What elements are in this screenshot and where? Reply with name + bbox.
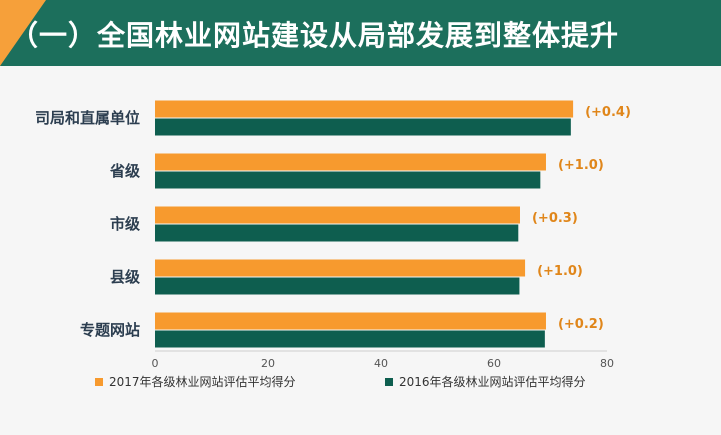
bar-chart: 司局和直属单位 (+0.4) 省级 (+1.0) 市级 (+0.3) 县级 (+1.0) 专题网…: [35, 100, 631, 389]
bar-series-b: [155, 171, 541, 189]
legend-swatch: [385, 378, 393, 386]
bar-series-b: [155, 224, 519, 242]
page-title: （一）全国林业网站建设从局部发展到整体提升: [10, 19, 620, 52]
difference-label: (+0.3): [532, 211, 578, 226]
bar-series-a: [155, 153, 546, 171]
x-tick-label: 20: [261, 357, 275, 370]
category-label: 省级: [109, 162, 141, 180]
bar-series-b: [155, 118, 571, 136]
legend-label: 2017年各级林业网站评估平均得分: [109, 374, 296, 389]
difference-label: (+1.0): [558, 158, 604, 173]
category-label: 市级: [110, 215, 141, 233]
x-tick-label: 60: [487, 357, 501, 370]
x-tick-label: 40: [374, 357, 388, 370]
category-label: 专题网站: [80, 321, 140, 339]
legend-swatch: [95, 378, 103, 386]
legend-label: 2016年各级林业网站评估平均得分: [399, 374, 586, 389]
difference-label: (+0.2): [558, 317, 604, 332]
difference-label: (+1.0): [537, 264, 583, 279]
x-tick-label: 0: [152, 357, 159, 370]
header-accent-shape: [0, 0, 46, 66]
bar-series-b: [155, 277, 520, 295]
bar-series-a: [155, 206, 520, 224]
bar-series-a: [155, 100, 574, 118]
x-tick-label: 80: [600, 357, 614, 370]
difference-label: (+0.4): [585, 105, 631, 120]
header-bar: （一）全国林业网站建设从局部发展到整体提升: [0, 0, 721, 66]
bar-series-a: [155, 259, 526, 277]
bar-series-a: [155, 312, 546, 330]
category-label: 县级: [110, 268, 141, 286]
bar-series-b: [155, 330, 545, 348]
category-label: 司局和直属单位: [35, 109, 140, 127]
